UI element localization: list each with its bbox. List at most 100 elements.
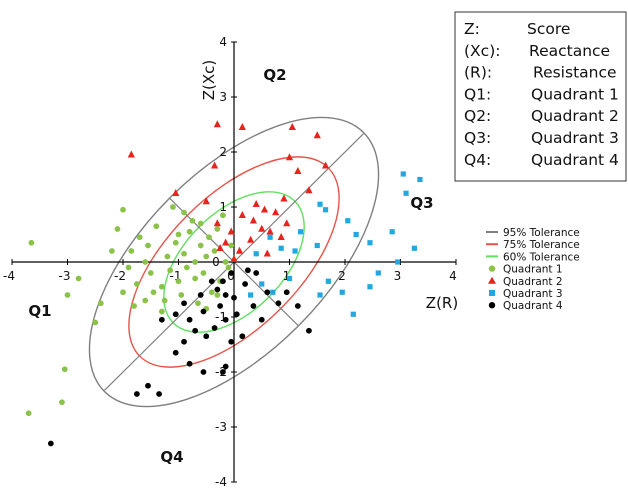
data-point (133, 281, 140, 287)
data-point (294, 167, 302, 174)
y-tick-label: 2 (219, 145, 227, 159)
data-point (217, 303, 224, 309)
data-point (266, 227, 274, 235)
data-point (294, 303, 301, 309)
data-point (283, 219, 291, 227)
data-point (203, 253, 210, 260)
y-tick-label: 3 (219, 90, 227, 104)
data-point (136, 234, 143, 241)
data-point (75, 275, 82, 282)
data-point (172, 189, 180, 196)
data-point (175, 278, 182, 285)
data-point (228, 242, 235, 249)
data-point (259, 281, 265, 287)
data-point (253, 251, 259, 257)
data-point (120, 206, 126, 213)
data-point (208, 278, 215, 285)
data-point (128, 248, 135, 254)
x-tick-label: -3 (59, 269, 71, 283)
key-meaning: Reactance (529, 42, 610, 60)
data-point (200, 369, 207, 375)
data-point (192, 275, 199, 282)
data-point (216, 244, 224, 251)
data-point (178, 292, 185, 298)
legend-label: 75% Tolerance (503, 239, 580, 251)
data-point (175, 231, 182, 238)
x-axis-title: Z(R) (426, 294, 458, 312)
legend-label: Quadrant 3 (503, 288, 563, 300)
data-point (156, 391, 162, 397)
data-point (213, 120, 221, 128)
data-point (61, 366, 68, 373)
data-point (197, 292, 204, 298)
data-point (222, 292, 229, 298)
data-point (200, 270, 207, 276)
data-point (238, 123, 246, 130)
y-tick-label: 4 (219, 35, 227, 49)
y-tick-label: 0 (212, 255, 220, 269)
data-point (47, 440, 54, 447)
data-point (222, 238, 230, 246)
data-point (197, 220, 204, 227)
data-point (288, 123, 296, 130)
quadrant-label-q4: Q4 (160, 448, 183, 466)
data-point (231, 294, 237, 301)
legend-label: 95% Tolerance (503, 227, 580, 239)
data-point (235, 246, 244, 254)
data-point (222, 316, 229, 323)
data-point (230, 255, 238, 262)
data-point (186, 228, 193, 235)
legend-swatch (488, 265, 496, 272)
data-point (208, 289, 215, 296)
quadrant-label-q3: Q3 (410, 194, 433, 212)
data-point (233, 311, 240, 318)
data-point (250, 303, 257, 309)
data-point (213, 219, 221, 227)
data-point (158, 283, 165, 290)
key-meaning: Quadrant 4 (531, 151, 619, 169)
data-point (125, 264, 132, 271)
data-point (28, 239, 35, 246)
data-point (158, 308, 165, 315)
data-point (97, 300, 104, 307)
data-point (403, 190, 409, 196)
quadrant-label-q2: Q2 (263, 66, 286, 84)
data-point (285, 153, 294, 161)
data-point (214, 286, 221, 293)
legend-swatch (489, 290, 495, 296)
legend-label: Quadrant 4 (503, 300, 563, 312)
data-point (172, 311, 179, 318)
key-abbreviation: (Xc): (464, 42, 500, 60)
data-point (263, 249, 271, 257)
data-point (400, 171, 406, 177)
data-point (203, 333, 210, 340)
data-point (181, 250, 187, 257)
data-point (120, 289, 126, 296)
data-point (131, 303, 138, 309)
data-point (272, 208, 280, 216)
data-point (317, 201, 323, 207)
data-point (375, 270, 381, 276)
data-point (164, 253, 171, 260)
data-point (292, 248, 298, 254)
data-point (267, 234, 273, 240)
data-point (321, 161, 330, 169)
data-point (64, 292, 71, 298)
data-point (195, 300, 201, 307)
data-point (244, 267, 251, 274)
data-point (150, 289, 157, 296)
x-tick-label: 3 (394, 269, 402, 283)
data-point (200, 308, 207, 315)
data-point (158, 316, 165, 323)
data-point (206, 234, 212, 241)
data-point (211, 248, 218, 254)
data-point (249, 216, 258, 224)
legend-label: Quadrant 2 (503, 276, 563, 288)
data-point (192, 327, 199, 334)
data-point (322, 207, 329, 213)
data-point (167, 267, 174, 274)
data-point (367, 284, 373, 290)
data-point (214, 226, 221, 232)
data-point (192, 259, 199, 265)
